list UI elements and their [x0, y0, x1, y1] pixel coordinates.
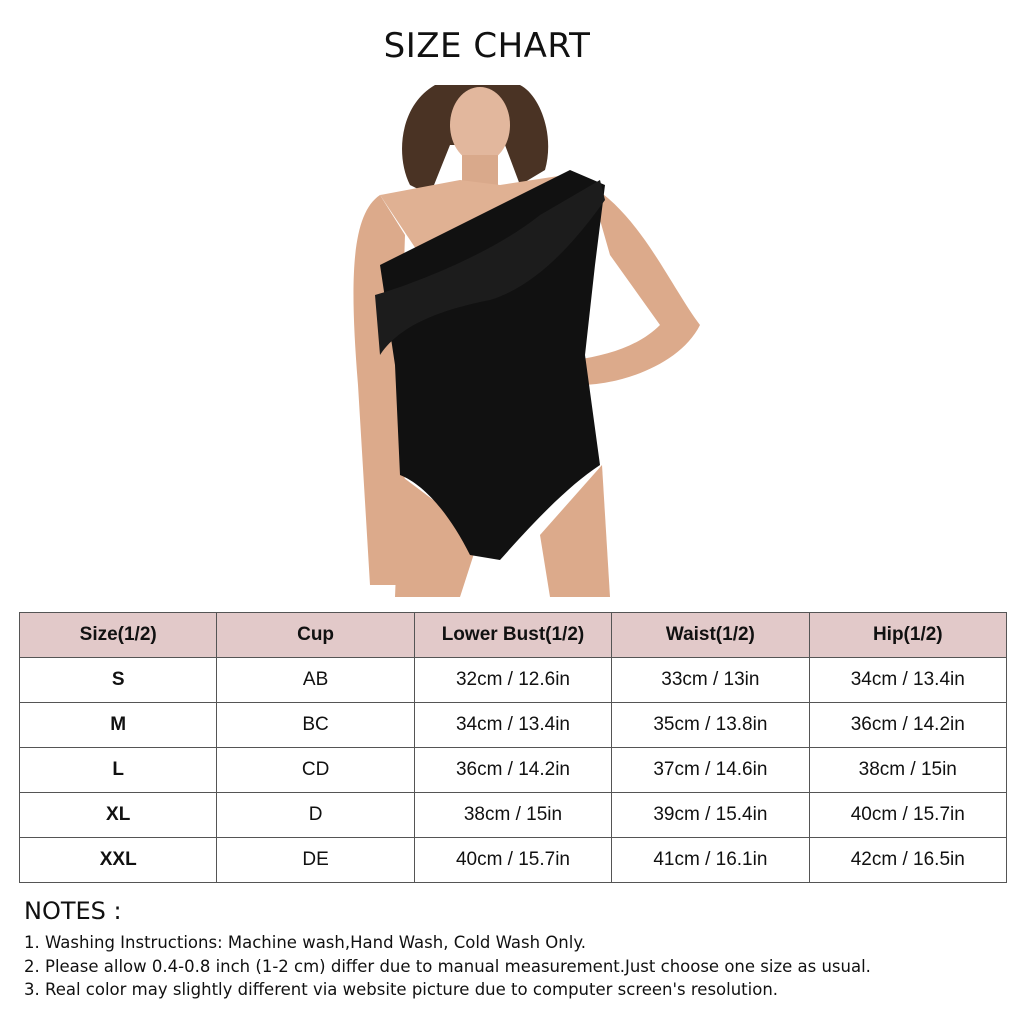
cell-hip: 38cm / 15in: [808, 747, 1008, 793]
cell-waist: 37cm / 14.6in: [611, 747, 810, 793]
notes-section: NOTES : 1. Washing Instructions: Machine…: [24, 897, 871, 1002]
header-hip: Hip(1/2): [808, 612, 1008, 658]
header-waist: Waist(1/2): [611, 612, 810, 658]
note-item: 1. Washing Instructions: Machine wash,Ha…: [24, 933, 586, 952]
header-size: Size(1/2): [18, 612, 218, 658]
cell-cup: AB: [216, 657, 415, 703]
cell-size: XXL: [18, 837, 218, 883]
table-row: XL D 38cm / 15in 39cm / 15.4in 40cm / 15…: [18, 792, 1008, 838]
cell-lower-bust: 40cm / 15.7in: [413, 837, 613, 883]
table-row: L CD 36cm / 14.2in 37cm / 14.6in 38cm / …: [18, 747, 1008, 793]
cell-waist: 33cm / 13in: [611, 657, 810, 703]
cell-lower-bust: 34cm / 13.4in: [413, 702, 613, 748]
cell-cup: BC: [216, 702, 415, 748]
table-header-row: Size(1/2) Cup Lower Bust(1/2) Waist(1/2)…: [18, 612, 1008, 658]
cell-size: XL: [18, 792, 218, 838]
page-title: SIZE CHART: [383, 26, 591, 66]
note-item: 3. Real color may slightly different via…: [24, 980, 779, 999]
header-lower-bust: Lower Bust(1/2): [413, 612, 613, 658]
cell-hip: 42cm / 16.5in: [808, 837, 1008, 883]
size-chart-table: Size(1/2) Cup Lower Bust(1/2) Waist(1/2)…: [18, 612, 1008, 883]
notes-heading: NOTES :: [24, 897, 122, 925]
table-row: S AB 32cm / 12.6in 33cm / 13in 34cm / 13…: [18, 657, 1008, 703]
cell-size: M: [18, 702, 218, 748]
cell-waist: 35cm / 13.8in: [611, 702, 810, 748]
note-item: 2. Please allow 0.4-0.8 inch (1-2 cm) di…: [24, 956, 871, 976]
cell-waist: 41cm / 16.1in: [611, 837, 810, 883]
cell-cup: CD: [216, 747, 415, 793]
product-photo: [353, 85, 700, 597]
cell-size: L: [18, 747, 218, 793]
cell-hip: 34cm / 13.4in: [808, 657, 1008, 703]
cell-lower-bust: 38cm / 15in: [413, 792, 613, 838]
cell-cup: DE: [216, 837, 415, 883]
cell-lower-bust: 36cm / 14.2in: [413, 747, 613, 793]
cell-lower-bust: 32cm / 12.6in: [413, 657, 613, 703]
header-cup: Cup: [216, 612, 415, 658]
cell-hip: 40cm / 15.7in: [808, 792, 1008, 838]
table-row: M BC 34cm / 13.4in 35cm / 13.8in 36cm / …: [18, 702, 1008, 748]
table-row: XXL DE 40cm / 15.7in 41cm / 16.1in 42cm …: [18, 837, 1008, 883]
cell-waist: 39cm / 15.4in: [611, 792, 810, 838]
cell-hip: 36cm / 14.2in: [808, 702, 1008, 748]
cell-size: S: [18, 657, 218, 703]
cell-cup: D: [216, 792, 415, 838]
